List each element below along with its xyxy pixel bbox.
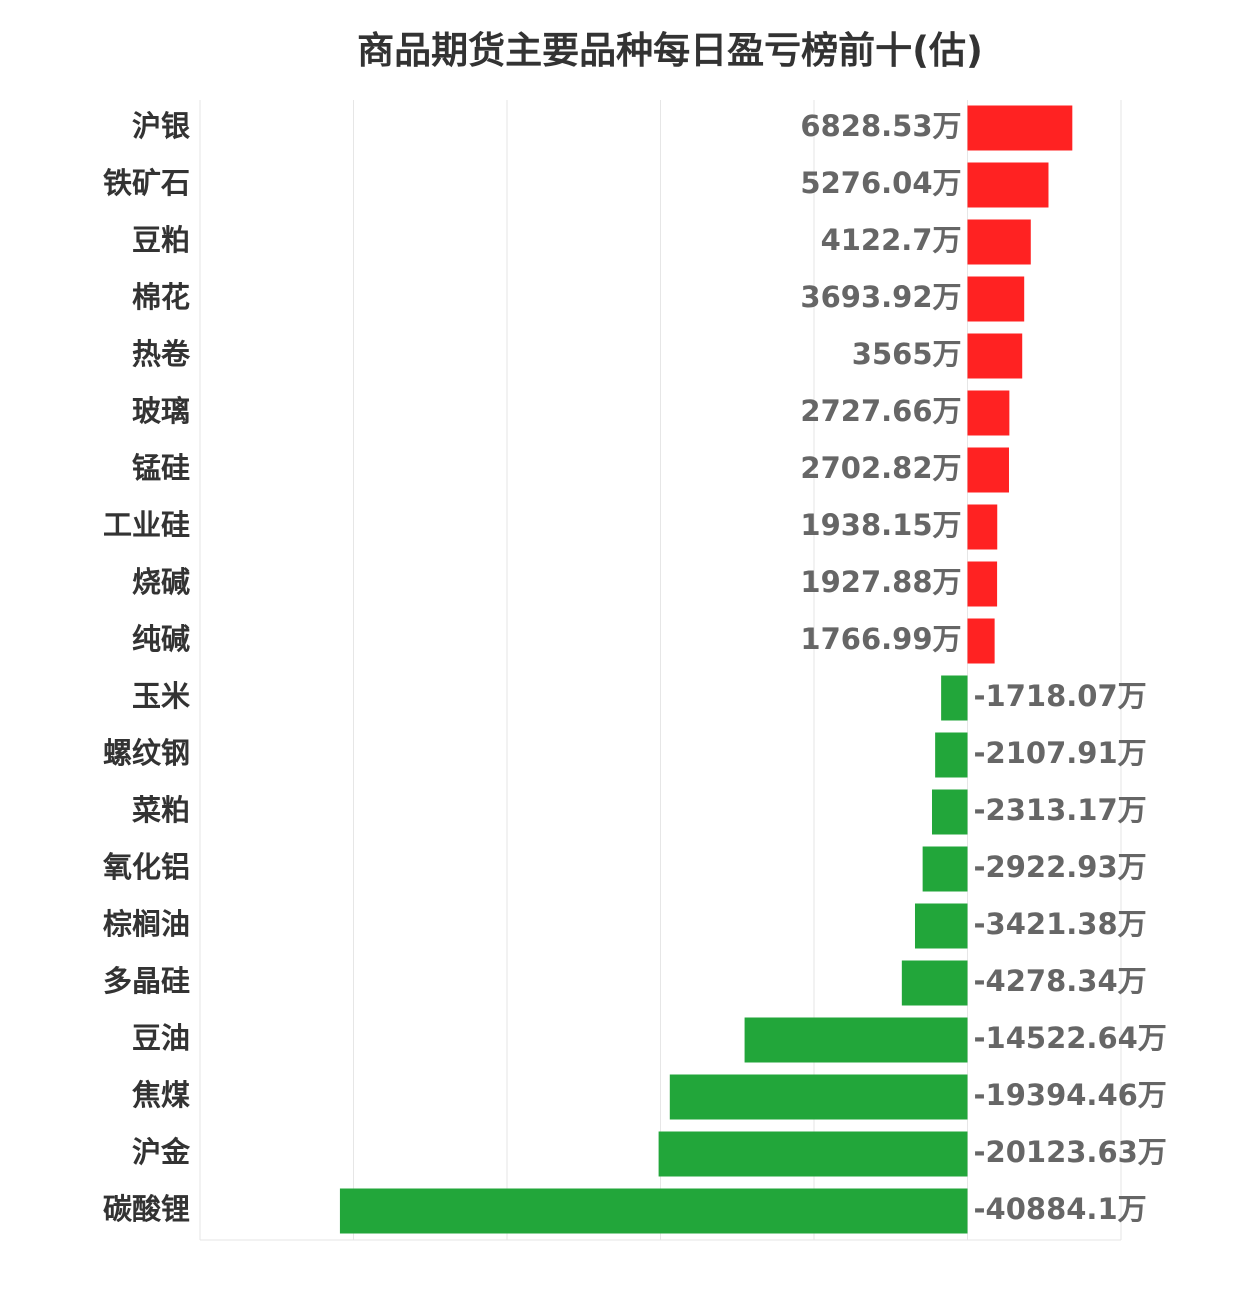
bar (941, 675, 968, 721)
value-label: -19394.46万 (974, 1078, 1167, 1112)
bar (967, 618, 995, 664)
bar (967, 105, 1073, 151)
category-label: 多晶硅 (103, 964, 190, 998)
value-label: -14522.64万 (974, 1021, 1167, 1055)
bar (935, 732, 968, 778)
category-label: 玉米 (132, 679, 190, 713)
bar (967, 276, 1025, 322)
value-label: 6828.53万 (800, 109, 961, 143)
bar (658, 1131, 968, 1177)
bar (967, 504, 998, 550)
bar (339, 1188, 968, 1234)
chart-title: 商品期货主要品种每日盈亏榜前十(估) (357, 29, 983, 72)
category-label: 工业硅 (103, 508, 190, 542)
value-label: -2313.17万 (974, 793, 1147, 827)
category-label: 烧碱 (132, 565, 190, 599)
category-label: 热卷 (132, 337, 191, 371)
category-label: 棉花 (132, 280, 190, 314)
value-label: 3565万 (852, 337, 962, 371)
category-label: 豆油 (132, 1021, 190, 1055)
category-label: 沪银 (132, 109, 190, 143)
value-label: 2702.82万 (800, 451, 961, 485)
value-label: -2107.91万 (974, 736, 1147, 770)
category-label: 棕榈油 (103, 907, 190, 941)
value-label: -4278.34万 (974, 964, 1147, 998)
category-label: 豆粕 (132, 223, 190, 257)
category-label: 铁矿石 (103, 166, 190, 200)
bar (922, 846, 968, 892)
category-label: 氧化铝 (102, 850, 190, 884)
value-label: 1938.15万 (800, 508, 961, 542)
value-label: 4122.7万 (821, 223, 962, 257)
value-label: -2922.93万 (974, 850, 1147, 884)
category-label: 玻璃 (132, 394, 190, 428)
category-label: 碳酸锂 (103, 1192, 190, 1226)
value-label: 5276.04万 (800, 166, 961, 200)
category-label: 螺纹钢 (103, 736, 190, 770)
bar (901, 960, 968, 1006)
bar (967, 390, 1010, 436)
bar (931, 789, 968, 835)
category-label: 纯碱 (132, 622, 190, 656)
bar (744, 1017, 968, 1063)
bar (967, 162, 1049, 208)
value-label: 3693.92万 (800, 280, 961, 314)
category-label: 菜粕 (132, 793, 190, 827)
bar (967, 561, 998, 607)
bar-layer (339, 105, 1073, 1234)
value-label: -3421.38万 (974, 907, 1147, 941)
bar (967, 219, 1031, 265)
value-label: -20123.63万 (974, 1135, 1167, 1169)
value-label: 2727.66万 (800, 394, 961, 428)
bar (914, 903, 968, 949)
value-label: -40884.1万 (974, 1192, 1147, 1226)
bar (967, 447, 1009, 493)
category-label: 沪金 (132, 1135, 191, 1169)
grid-layer (199, 100, 1122, 1241)
category-label: 锰硅 (132, 451, 190, 485)
value-label: -1718.07万 (974, 679, 1147, 713)
value-label: 1766.99万 (800, 622, 961, 656)
value-label: 1927.88万 (800, 565, 961, 599)
bar (669, 1074, 968, 1120)
bar (967, 333, 1023, 379)
category-label: 焦煤 (132, 1078, 190, 1112)
